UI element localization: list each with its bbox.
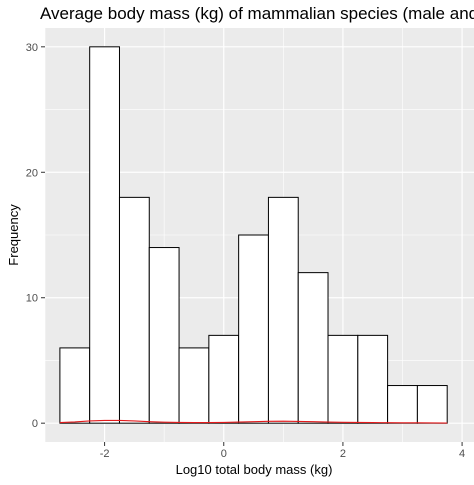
y-axis-title: Frequency (6, 204, 21, 266)
plot-area (44, 28, 474, 442)
histogram-bar-5 (178, 347, 210, 424)
x-tick-label: 4 (459, 448, 465, 460)
histogram-bar-4 (148, 247, 180, 424)
y-tick-label: 0 (32, 418, 38, 430)
histogram-bar-6 (208, 334, 240, 424)
histogram-bar-7 (238, 234, 269, 424)
histogram-bar-2 (89, 46, 120, 424)
histogram-bar-13 (416, 385, 448, 424)
y-tick-label: 20 (26, 167, 38, 179)
y-tick-label: 30 (26, 42, 38, 54)
x-tick-label: -2 (100, 448, 110, 460)
histogram-bar-3 (118, 196, 150, 424)
histogram-bar-12 (387, 385, 418, 424)
histogram-bar-9 (297, 272, 329, 424)
histogram-bar-1 (59, 347, 91, 424)
density-line (59, 419, 448, 424)
histogram-bar-10 (327, 334, 359, 424)
x-tick-label: 0 (221, 448, 227, 460)
histogram-bar-8 (267, 196, 299, 424)
chart-title: Average body mass (kg) of mammalian spec… (40, 4, 474, 23)
y-tick-label: 10 (26, 293, 38, 305)
x-axis-title: Log10 total body mass (kg) (176, 462, 333, 477)
histogram-bar-11 (357, 334, 389, 424)
x-tick-label: 2 (340, 448, 346, 460)
